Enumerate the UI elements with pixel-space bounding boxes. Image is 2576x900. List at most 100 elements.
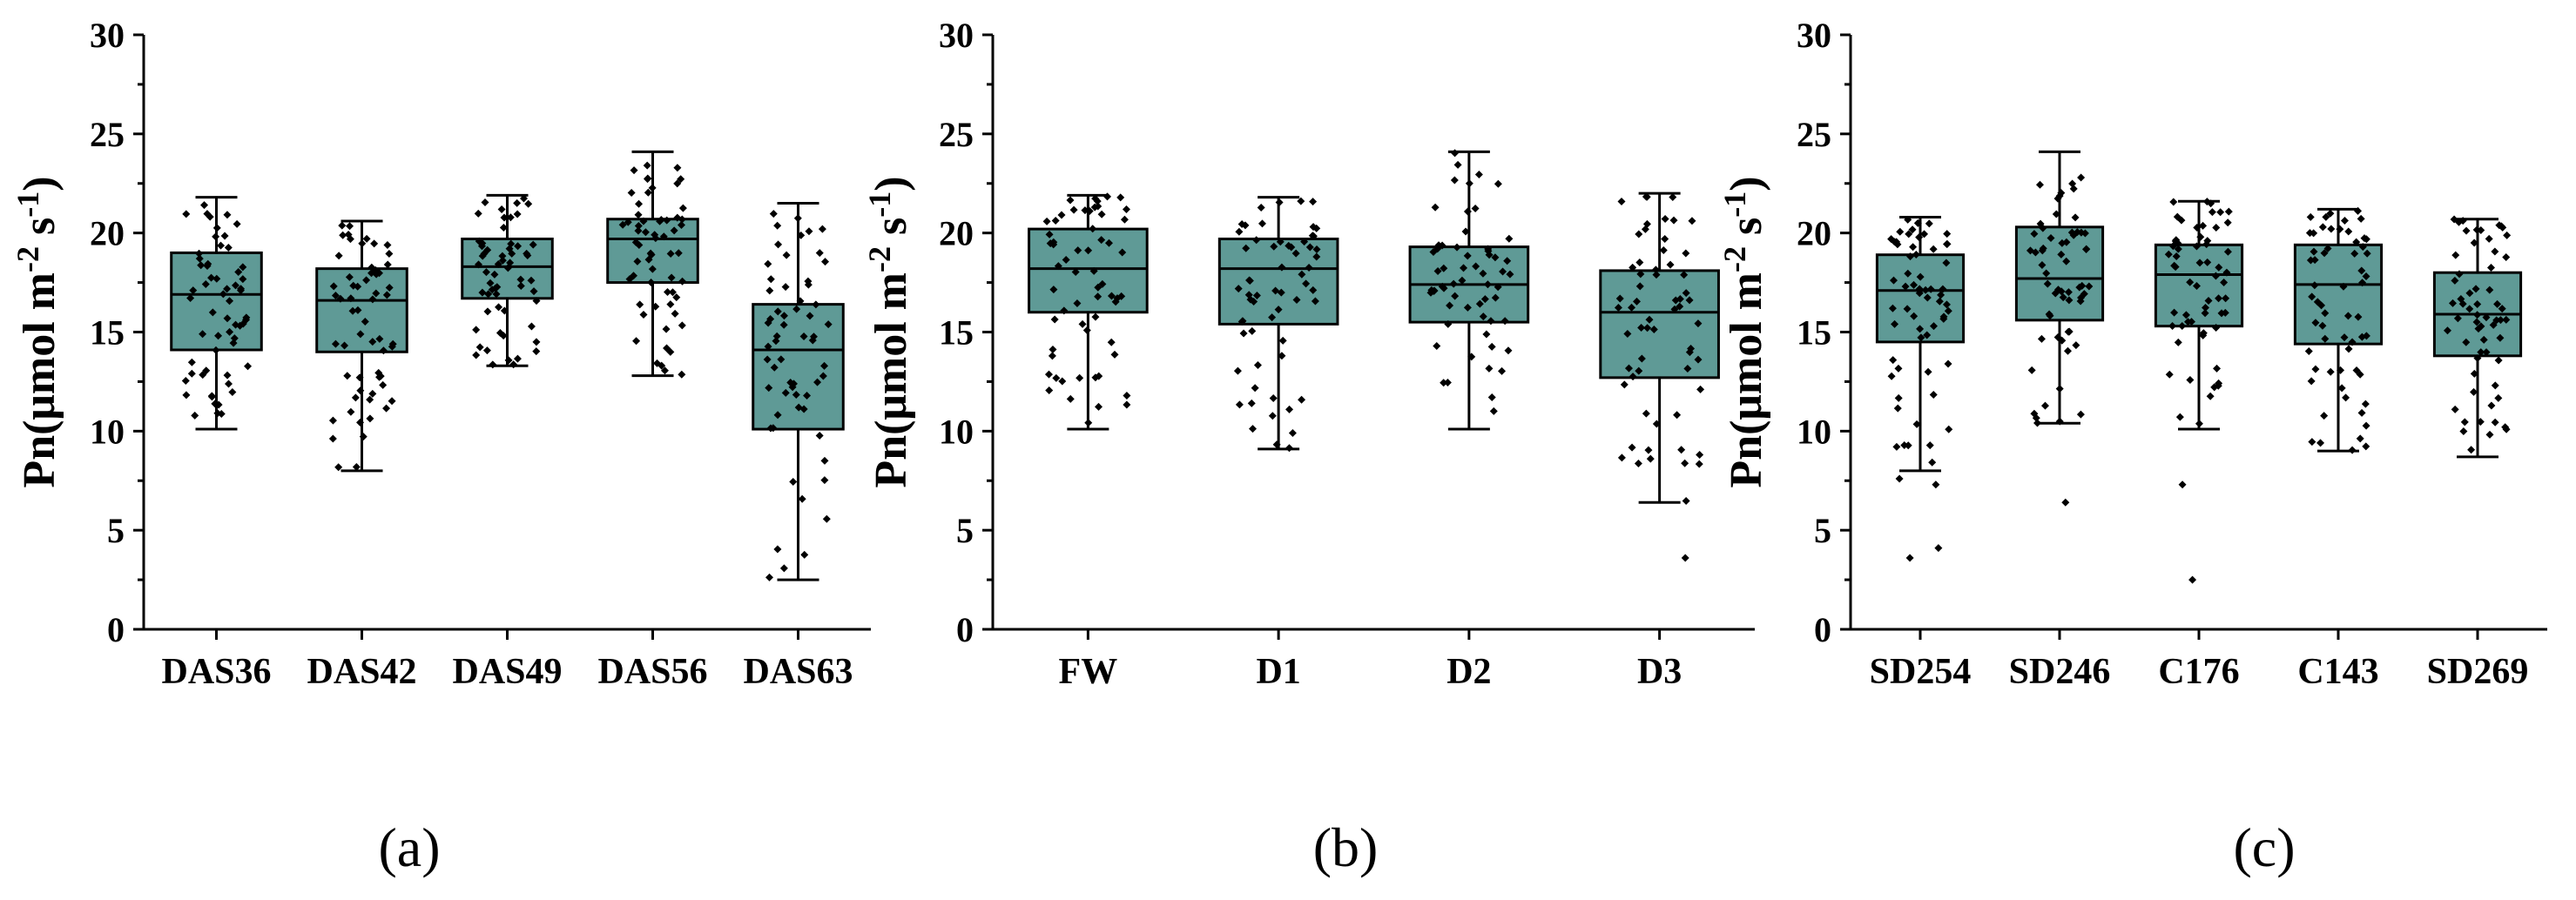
data-point (2080, 229, 2089, 238)
data-point (782, 251, 791, 259)
data-point (2221, 308, 2229, 317)
y-tick-label: 10 (1797, 412, 1831, 451)
data-point (1465, 179, 1473, 188)
data-point (498, 252, 507, 260)
data-point (1487, 342, 1496, 351)
data-point (219, 290, 227, 299)
data-point (532, 338, 541, 346)
data-point (677, 175, 685, 184)
data-point (764, 259, 772, 268)
data-point (2485, 430, 2494, 439)
x-category-label: DAS56 (597, 652, 707, 692)
data-point (2183, 318, 2192, 326)
data-point (1623, 330, 1632, 339)
data-point (2363, 249, 2371, 258)
data-point (1433, 267, 1442, 276)
data-point (2203, 237, 2212, 245)
outlier-point (2178, 480, 2187, 489)
data-point (1103, 192, 1112, 201)
data-point (624, 218, 632, 226)
data-point (2470, 238, 2478, 247)
data-point (1233, 366, 1242, 375)
data-point (498, 256, 507, 265)
x-category-label: SD254 (1870, 652, 1972, 692)
data-point (207, 393, 216, 401)
data-point (379, 380, 388, 389)
data-point (2482, 313, 2491, 322)
data-point (2313, 298, 2322, 306)
data-point (644, 188, 652, 197)
data-point (499, 224, 508, 232)
data-point (491, 284, 500, 292)
data-point (482, 346, 491, 355)
data-point (1276, 238, 1285, 246)
y-tick-label: 30 (1797, 16, 1831, 55)
x-category-label: DAS63 (743, 652, 853, 692)
data-point (2224, 207, 2233, 216)
data-point (1485, 364, 1494, 373)
data-point (2212, 324, 2221, 332)
data-point (1695, 460, 1703, 468)
data-point (2206, 392, 2215, 400)
data-point (1049, 345, 1057, 353)
data-point (2195, 259, 2204, 267)
data-point (224, 244, 233, 252)
data-point (2033, 419, 2042, 427)
data-point (2357, 266, 2366, 275)
data-point (1935, 297, 1944, 306)
data-point (1487, 393, 1496, 401)
data-point (1309, 223, 1318, 232)
data-point (2498, 305, 2506, 313)
data-point (667, 273, 676, 282)
panel-a: 0 5 10 15 20 25 30 Pn(μmol m-2 s-1) DAS36 DAS42 DA… (10, 16, 871, 878)
data-point (236, 286, 245, 295)
data-point (1939, 285, 1947, 293)
data-point (2453, 314, 2462, 323)
outlier-point (2061, 498, 2070, 507)
data-point (476, 238, 485, 246)
data-point (212, 224, 221, 232)
data-point (1248, 326, 1257, 335)
data-point (2043, 279, 2052, 288)
data-point (1245, 276, 1254, 285)
data-point (2357, 214, 2365, 223)
data-point (1104, 238, 1113, 247)
data-point (1943, 230, 1952, 238)
data-point (343, 372, 352, 380)
data-point (2170, 308, 2179, 317)
data-point (2186, 376, 2195, 385)
data-point (1270, 242, 1278, 251)
data-point (519, 194, 528, 203)
data-point (331, 292, 340, 300)
outlier-point (1934, 544, 1943, 553)
data-point (657, 361, 666, 370)
data-point (2201, 309, 2209, 318)
data-point (527, 276, 536, 285)
data-point (1903, 305, 1912, 313)
data-point (2030, 409, 2039, 418)
data-point (1682, 496, 1690, 505)
data-point (1110, 350, 1119, 359)
data-point (634, 226, 643, 235)
y-axis-title: Pn(μmol m-2 s-1) (1717, 176, 1771, 487)
data-point (1652, 420, 1661, 428)
data-point (812, 300, 820, 309)
y-tick-label: 20 (939, 214, 974, 253)
data-point (195, 254, 204, 263)
data-point (375, 373, 384, 381)
data-point (1107, 338, 1116, 346)
data-point (1888, 304, 1897, 312)
data-point (2502, 425, 2511, 433)
data-point (1642, 192, 1651, 201)
data-point (796, 297, 805, 306)
data-point (1252, 292, 1261, 300)
data-point (338, 221, 347, 230)
data-point (527, 322, 536, 331)
data-point (662, 325, 671, 333)
data-point (1887, 372, 1896, 380)
data-point (2491, 381, 2499, 390)
data-point (1309, 232, 1318, 240)
data-point (678, 204, 687, 212)
data-point (186, 293, 195, 302)
data-point (1696, 385, 1705, 393)
